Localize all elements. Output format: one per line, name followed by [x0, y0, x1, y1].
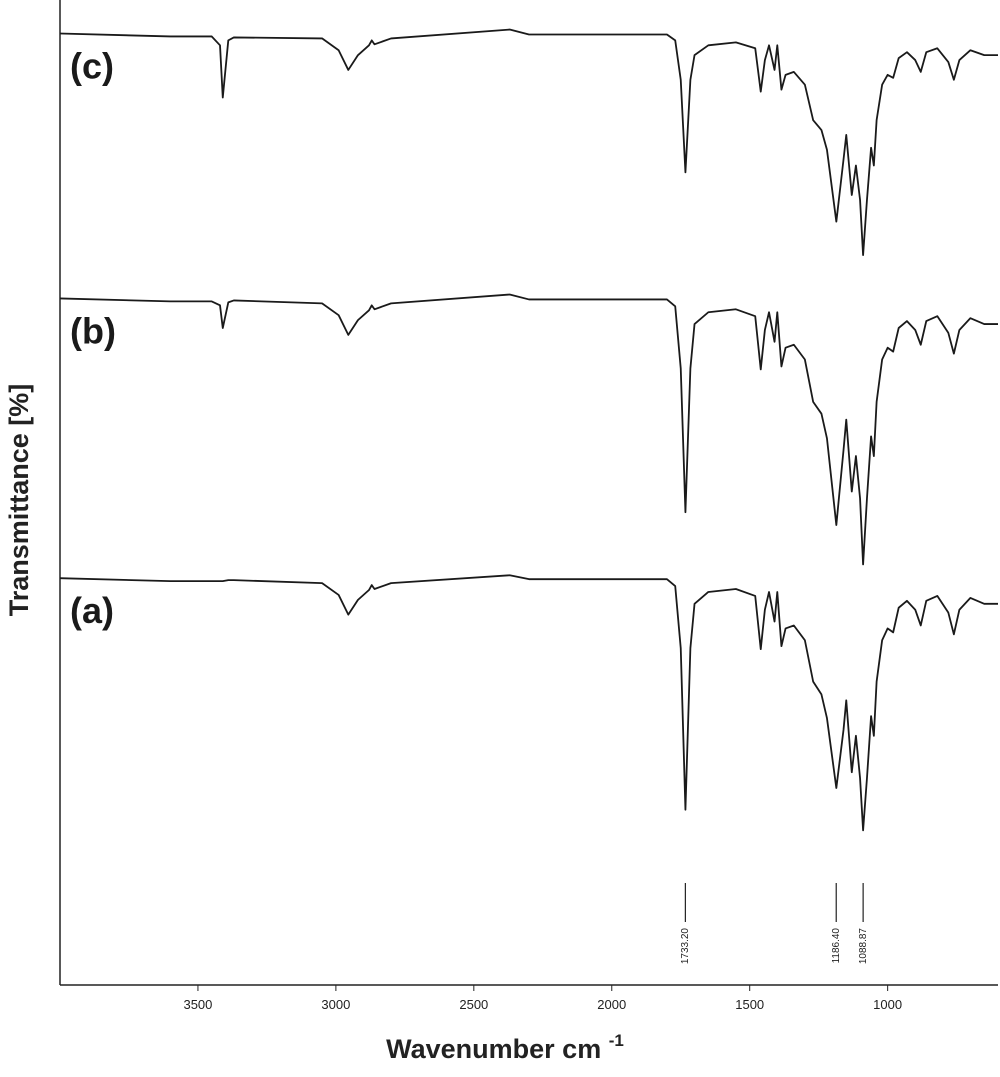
peak-label: 1088.87 — [858, 928, 869, 965]
series-label: (b) — [70, 310, 116, 351]
x-tick-label: 1500 — [735, 997, 764, 1012]
x-tick-label: 2500 — [459, 997, 488, 1012]
x-axis-title: Wavenumber cm -1 — [386, 1031, 624, 1064]
x-tick-label: 3000 — [321, 997, 350, 1012]
series-label: (c) — [70, 45, 114, 86]
peak-label: 1186.40 — [831, 928, 842, 964]
x-tick-label: 1000 — [873, 997, 902, 1012]
spectrum-line — [59, 28, 998, 257]
x-tick-label: 3500 — [183, 997, 212, 1012]
y-axis-title: Transmittance [%] — [4, 384, 34, 617]
peak-label: 1733.20 — [680, 928, 691, 965]
series-label: (a) — [70, 590, 114, 631]
x-tick-label: 2000 — [597, 997, 626, 1012]
spectrum-line — [59, 574, 998, 832]
spectrum-line — [59, 293, 998, 566]
